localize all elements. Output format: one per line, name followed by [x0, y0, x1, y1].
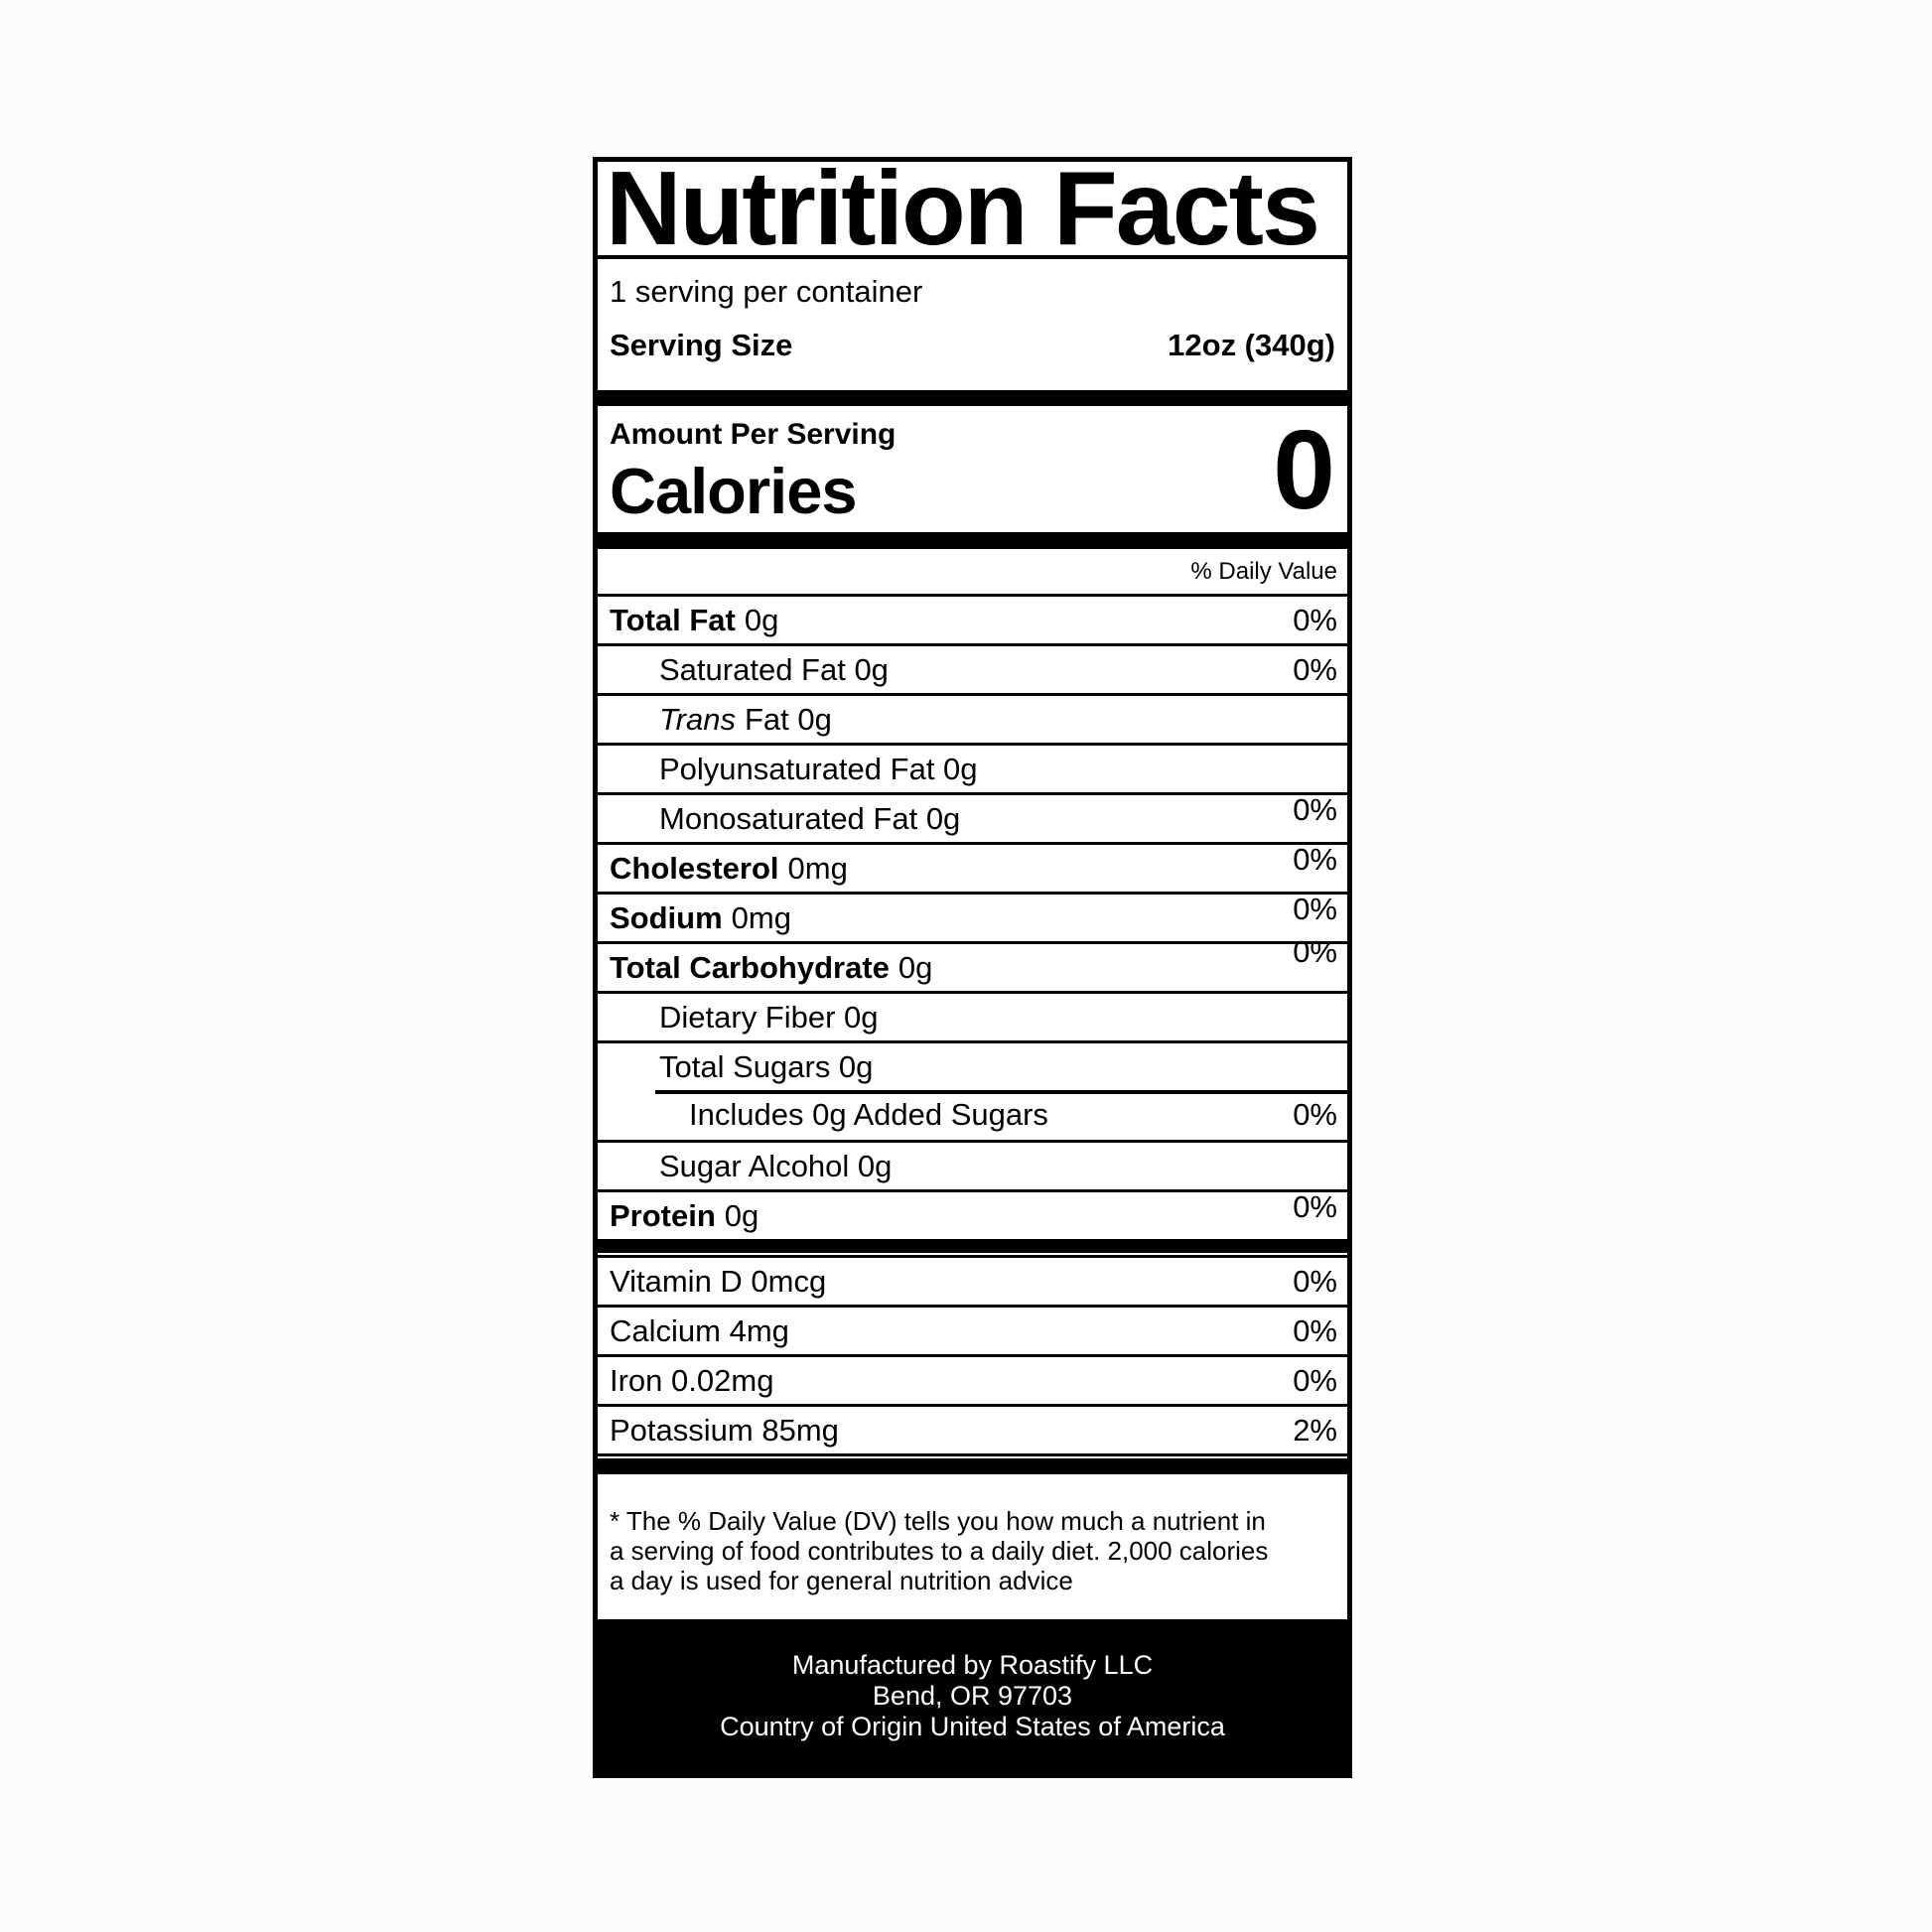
serving-size-row: Serving Size 12oz (340g) — [610, 327, 1335, 364]
daily-value-percent: 0% — [1293, 1097, 1337, 1132]
nutrient-row: Total Fat 0g 0% — [598, 594, 1347, 643]
daily-value-percent: 0% — [1293, 1362, 1337, 1398]
nutrient-name: Saturated Fat 0g — [659, 651, 889, 687]
amount-per-serving-label: Amount Per Serving — [610, 418, 897, 451]
footnote-line: * The % Daily Value (DV) tells you how m… — [610, 1506, 1266, 1536]
servings-per-container: 1 serving per container — [610, 274, 923, 309]
label-title: Nutrition Facts — [598, 162, 1347, 259]
nutrient-row: Sugar Alcohol 0g — [598, 1140, 1347, 1189]
nutrient-name: Cholesterol — [610, 850, 779, 886]
daily-value-header: % Daily Value — [1190, 557, 1337, 585]
nutrient-row: Includes 0g Added Sugars 0% — [598, 1090, 1347, 1140]
nutrient-amount: Fat 0g — [744, 701, 832, 737]
nutrient-amount: 0g — [897, 949, 933, 985]
nutrient-amount: 0g — [744, 602, 779, 637]
daily-value-percent: 2% — [1293, 1412, 1337, 1448]
daily-value-footnote: * The % Daily Value (DV) tells you how m… — [598, 1474, 1347, 1619]
daily-value-percent: 0% — [1293, 1312, 1337, 1348]
footer-line: Manufactured by Roastify LLC — [791, 1650, 1154, 1680]
footnote-line: a day is used for general nutrition advi… — [610, 1566, 1073, 1595]
manufacturer-footer: Manufactured by Roastify LLC Bend, OR 977… — [598, 1619, 1347, 1773]
calories-value: 0 — [1273, 407, 1335, 532]
nutrient-row: Dietary Fiber 0g — [598, 991, 1347, 1040]
footer-line: Country of Origin United States of Ameri… — [720, 1712, 1225, 1741]
nutrient-row: Saturated Fat 0g 0% — [598, 643, 1347, 693]
daily-value-percent: 0% — [1293, 602, 1337, 637]
nutrient-name: Total Sugars 0g — [659, 1048, 874, 1084]
nutrient-name: Dietary Fiber 0g — [659, 999, 879, 1035]
serving-size-value: 12oz (340g) — [1168, 328, 1335, 362]
nutrient-row: Total Carbohydrate 0g 0% — [598, 934, 1347, 991]
divider-bar-thick — [598, 1239, 1347, 1253]
nutrient-rows: Total Fat 0g 0% Saturated Fat 0g 0% Trans Fat … — [598, 594, 1347, 1239]
nutrient-name: Sodium — [610, 899, 723, 935]
nutrient-name: Sugar Alcohol 0g — [659, 1148, 893, 1183]
vitamin-row: Iron 0.02mg 0% — [598, 1354, 1347, 1404]
vitamin-name: Potassium 85mg — [610, 1412, 839, 1448]
nutrient-row: Cholesterol 0mg 0% — [598, 842, 1347, 892]
divider-bar-thick — [598, 532, 1347, 549]
nutrition-facts-label: Nutrition Facts 1 serving per container … — [593, 157, 1352, 1778]
nutrient-name: Total Fat — [610, 602, 736, 637]
serving-size-label: Serving Size — [610, 328, 793, 362]
nutrient-row: Monosaturated Fat 0g 0% — [598, 792, 1347, 842]
nutrient-amount: 0mg — [731, 899, 791, 935]
daily-value-percent: 0% — [1293, 841, 1337, 877]
vitamin-name: Iron 0.02mg — [610, 1362, 774, 1398]
divider-bar-thick — [598, 390, 1347, 406]
daily-value-percent: 0% — [1293, 651, 1337, 687]
calories-section: Amount Per Serving Calories 0 — [598, 406, 1347, 532]
nutrient-name: Trans — [659, 701, 736, 737]
daily-value-percent: 0% — [1293, 1188, 1337, 1224]
nutrient-row: Protein 0g 0% — [598, 1189, 1347, 1239]
vitamin-row: Potassium 85mg 2% — [598, 1404, 1347, 1453]
daily-value-percent: 0% — [1293, 1263, 1337, 1299]
vitamin-name: Calcium 4mg — [610, 1312, 789, 1348]
daily-value-percent: 0% — [1293, 933, 1337, 969]
nutrient-row: Total Sugars 0g — [598, 1040, 1347, 1090]
nutrient-row: Polyunsaturated Fat 0g — [598, 743, 1347, 792]
calories-label: Calories — [610, 455, 858, 527]
vitamin-name: Vitamin D 0mcg — [610, 1263, 827, 1299]
nutrient-amount: 0mg — [787, 850, 848, 886]
footnote-line: a serving of food contributes to a daily… — [610, 1536, 1269, 1566]
nutrient-name: Protein — [610, 1197, 716, 1233]
nutrient-name: Includes 0g Added Sugars — [689, 1097, 1048, 1132]
nutrient-name: Monosaturated Fat 0g — [659, 800, 961, 836]
footer-line: Bend, OR 97703 — [872, 1681, 1073, 1711]
daily-value-percent: 0% — [1293, 791, 1337, 827]
serving-info-section: 1 serving per container Serving Size 12o… — [598, 259, 1347, 390]
vitamin-row: Calcium 4mg 0% — [598, 1305, 1347, 1354]
nutrient-row: Sodium 0mg 0% — [598, 892, 1347, 941]
vitamin-row: Vitamin D 0mcg 0% — [598, 1255, 1347, 1305]
nutrient-row: Trans Fat 0g — [598, 693, 1347, 743]
nutrient-name: Total Carbohydrate — [610, 949, 890, 985]
vitamin-rows: Vitamin D 0mcg 0% Calcium 4mg 0% Iron 0.02mg… — [598, 1255, 1347, 1456]
nutrient-name: Polyunsaturated Fat 0g — [659, 751, 978, 786]
daily-value-percent: 0% — [1293, 891, 1337, 926]
nutrient-amount: 0g — [724, 1197, 759, 1233]
divider-bar-thick — [598, 1458, 1347, 1474]
